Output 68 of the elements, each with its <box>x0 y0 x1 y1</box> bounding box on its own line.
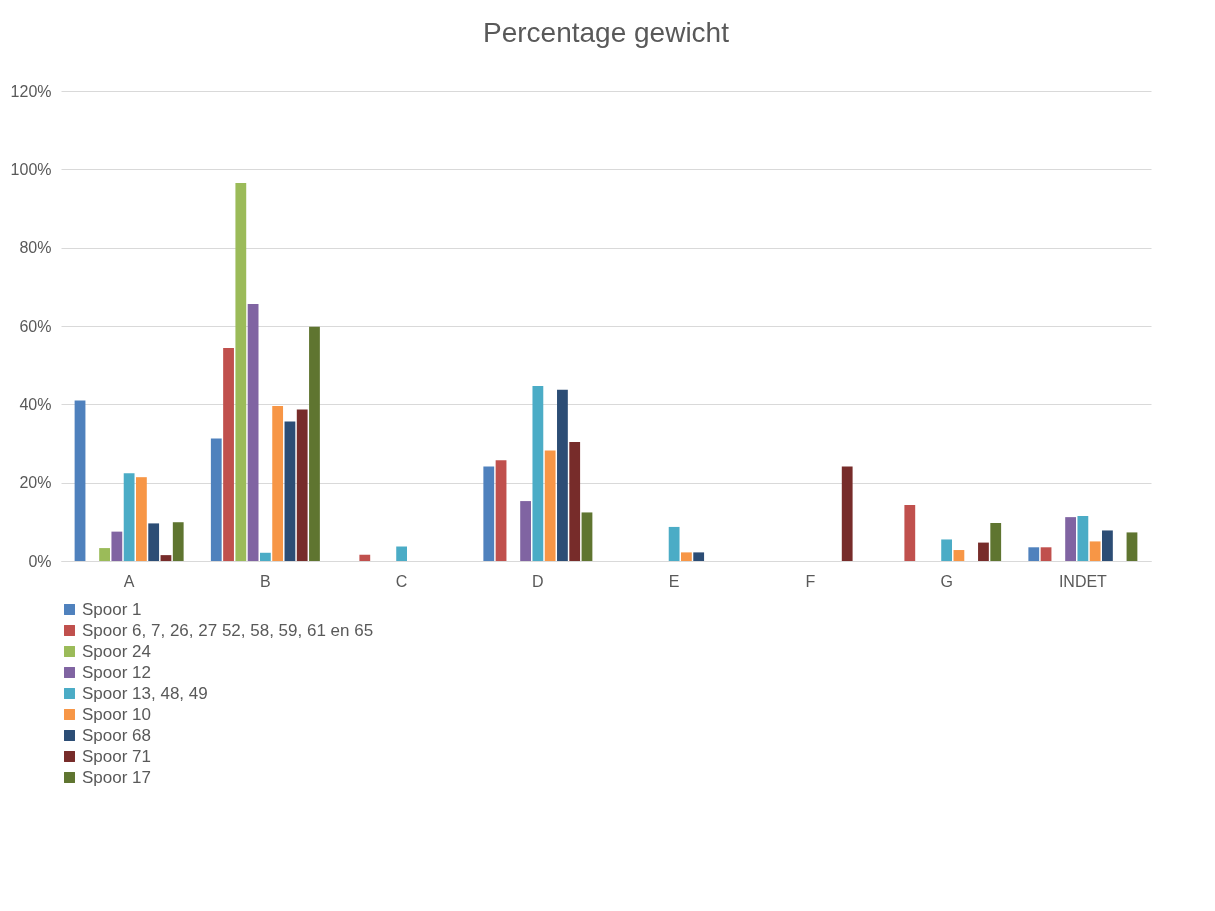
bar <box>483 466 495 561</box>
bar <box>941 539 953 561</box>
bar <box>693 552 705 561</box>
bar <box>581 512 593 561</box>
x-tick-label: E <box>668 572 680 590</box>
y-tick-label: 80% <box>19 239 52 257</box>
bar <box>569 441 581 561</box>
bar <box>148 523 160 561</box>
legend-label: Spoor 12 <box>82 662 151 682</box>
x-tick-label: G <box>940 572 953 590</box>
bar <box>247 304 259 561</box>
x-tick-label: INDET <box>1058 572 1108 590</box>
bar <box>259 552 271 561</box>
bar <box>841 466 853 561</box>
bar <box>1065 517 1076 561</box>
legend-label: Spoor 17 <box>82 767 151 787</box>
bar <box>1028 547 1040 561</box>
legend-label: Spoor 71 <box>82 746 151 766</box>
y-tick-label: 20% <box>19 474 52 492</box>
x-tick-label: D <box>532 572 544 590</box>
bar <box>99 548 110 561</box>
legend-label: Spoor 24 <box>82 641 151 661</box>
bar <box>1040 547 1052 561</box>
y-tick-label: 40% <box>19 395 52 413</box>
x-tick-label: C <box>395 572 408 590</box>
y-tick-label: 120% <box>10 82 52 100</box>
bar <box>904 504 916 561</box>
bar <box>296 409 308 561</box>
legend-label: Spoor 1 <box>82 599 142 619</box>
bar <box>235 183 247 561</box>
bar <box>532 385 544 561</box>
bar <box>953 550 965 561</box>
bar <box>160 555 172 561</box>
x-tick-label: B <box>260 572 271 590</box>
bar <box>1126 532 1138 561</box>
bar <box>111 531 123 561</box>
bar <box>668 526 680 561</box>
bar <box>284 421 296 561</box>
y-tick-label: 0% <box>28 552 52 570</box>
bar <box>223 347 234 561</box>
bar <box>359 554 371 561</box>
y-tick-label: 100% <box>10 160 52 178</box>
legend-label: Spoor 10 <box>82 704 151 724</box>
bar <box>681 552 692 561</box>
bar <box>495 460 507 561</box>
legend-label: Spoor 68 <box>82 725 151 745</box>
legend-label: Spoor 6, 7, 26, 27 52, 58, 59, 61 en 65 <box>82 620 374 640</box>
bar <box>1077 515 1089 561</box>
bar <box>990 523 1002 561</box>
bar <box>978 542 989 561</box>
bar <box>136 477 147 561</box>
bar <box>172 522 184 561</box>
bar <box>272 405 284 561</box>
bar <box>210 438 222 561</box>
bar <box>544 450 556 561</box>
legend-label: Spoor 13, 48, 49 <box>82 683 208 703</box>
x-tick-label: A <box>123 572 135 590</box>
chart-title: Percentage gewicht <box>483 17 730 48</box>
bar <box>396 546 408 561</box>
bar <box>74 400 86 561</box>
bar <box>1102 530 1113 561</box>
bar <box>520 501 531 561</box>
x-tick-label: F <box>805 572 816 590</box>
bar <box>123 473 135 561</box>
bar <box>557 389 568 561</box>
bar <box>1089 541 1101 561</box>
y-tick-label: 60% <box>19 317 52 335</box>
bar <box>309 326 320 561</box>
